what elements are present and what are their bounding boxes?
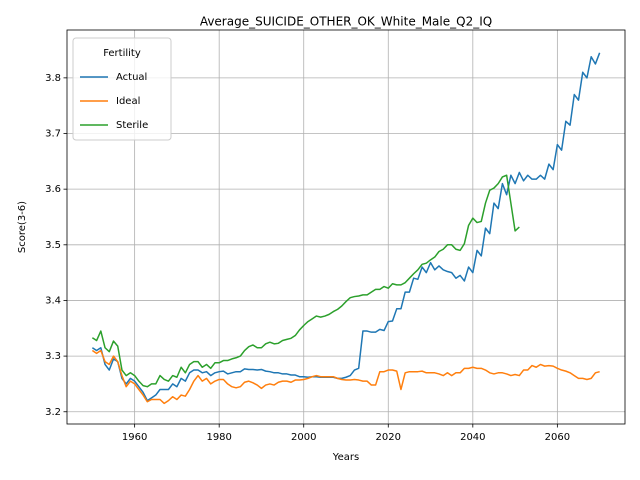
x-tick-label: 2060	[545, 432, 570, 443]
x-axis-label: Years	[332, 452, 359, 463]
y-tick-label: 3.6	[45, 184, 61, 195]
y-tick-label: 3.7	[45, 129, 61, 140]
x-tick-label: 2000	[291, 432, 316, 443]
series-line	[91, 52, 601, 402]
x-tick-label: 2040	[460, 432, 485, 443]
legend-label: Ideal	[116, 96, 140, 107]
plot-frame	[66, 29, 626, 425]
legend-title: Fertility	[103, 48, 141, 59]
x-tick-label: 1960	[122, 432, 147, 443]
series-line	[91, 174, 520, 388]
legend-label: Sterile	[116, 120, 148, 131]
y-tick-label: 3.3	[45, 351, 61, 362]
x-tick-label: 1980	[206, 432, 231, 443]
y-tick-label: 3.8	[45, 73, 61, 84]
series-line	[91, 349, 600, 405]
legend-label: Actual	[116, 72, 147, 83]
x-tick-label: 2020	[376, 432, 401, 443]
y-tick-label: 3.5	[45, 240, 61, 251]
y-tick-label: 3.4	[45, 295, 61, 306]
legend-box	[72, 37, 172, 141]
y-axis-label: Score(3-6)	[17, 201, 28, 253]
y-tick-label: 3.2	[45, 407, 61, 418]
chart-title: Average_SUICIDE_OTHER_OK_White_Male_Q2_I…	[200, 15, 492, 29]
